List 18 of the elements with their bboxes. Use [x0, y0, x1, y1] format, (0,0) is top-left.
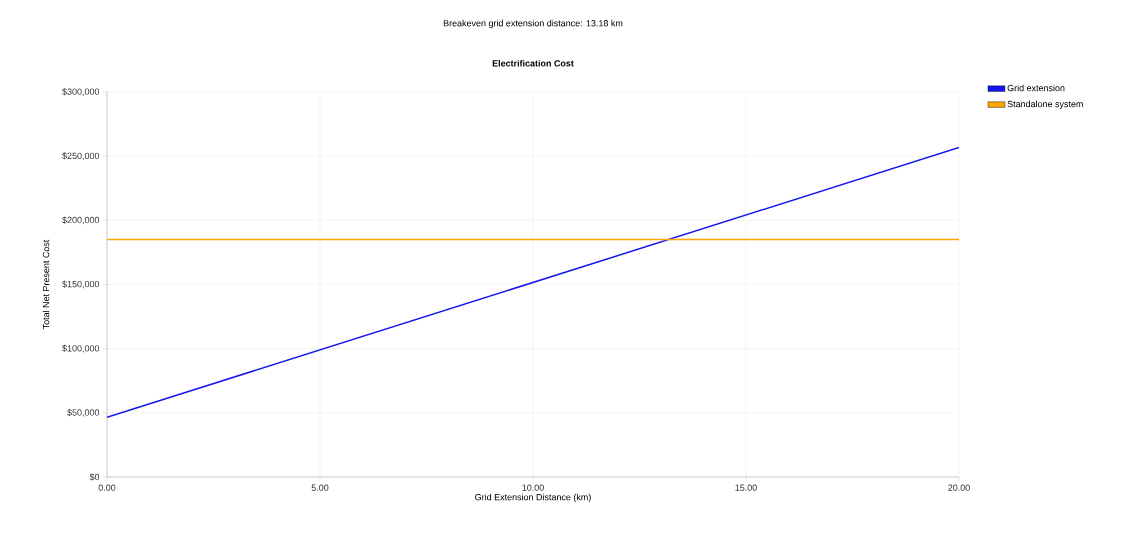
- x-tick-label: 15.00: [735, 484, 757, 491]
- y-axis-title: Total Net Present Cost: [42, 239, 50, 330]
- x-tick-label: 5.00: [311, 484, 329, 491]
- y-tick-label: $50,000: [67, 408, 100, 417]
- y-tick-label: $150,000: [62, 280, 100, 289]
- text: Breakeven grid extension distance: 13.18 km: [443, 19, 623, 29]
- legend-label: Standalone system: [1007, 100, 1083, 109]
- x-tick-label: 10.00: [522, 484, 544, 491]
- y-tick-label: $0: [89, 473, 100, 481]
- y-tick-label: $100,000: [62, 344, 100, 353]
- x-tick-label: 20.00: [948, 484, 970, 491]
- chart-title: Electrification Cost: [492, 59, 574, 67]
- x-tick-label: 0.00: [98, 484, 116, 491]
- legend-label: Grid extension: [1007, 84, 1065, 92]
- x-axis-title: Grid Extension Distance (km): [475, 493, 591, 503]
- y-tick-label: $300,000: [62, 88, 100, 96]
- y-tick-label: $250,000: [62, 152, 100, 161]
- y-tick-label: $200,000: [62, 216, 100, 225]
